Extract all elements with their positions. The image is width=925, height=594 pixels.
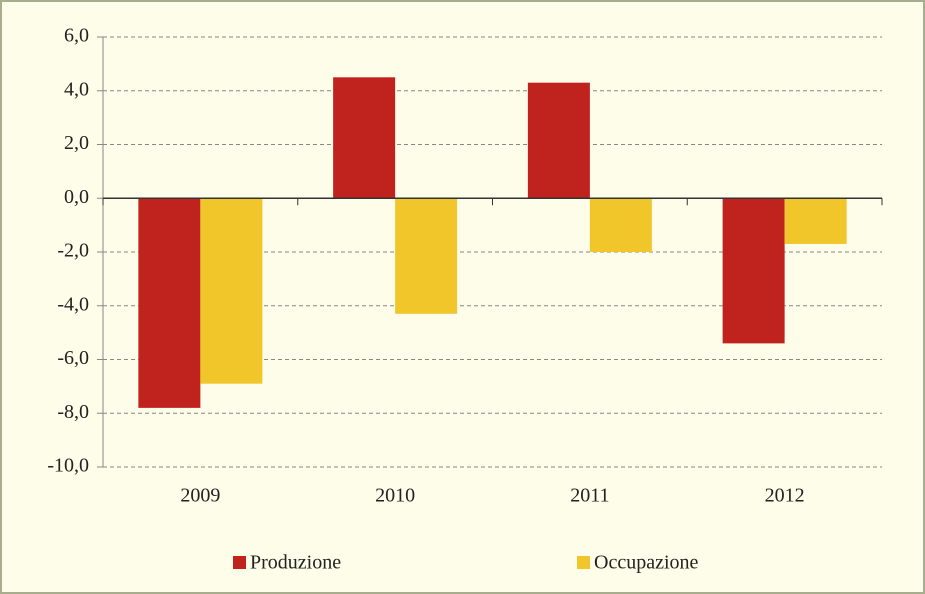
y-tick-label: -4,0	[57, 293, 89, 315]
bar	[527, 82, 590, 199]
legend-label: Occupazione	[594, 552, 699, 574]
y-tick-label: 6,0	[64, 25, 89, 47]
bar	[589, 198, 652, 252]
legend-swatch	[233, 556, 246, 569]
y-tick-label: 4,0	[64, 78, 89, 100]
y-tick-label: -6,0	[57, 347, 89, 369]
bar	[784, 198, 847, 244]
y-tick-label: -8,0	[57, 401, 89, 423]
bar	[395, 198, 458, 314]
y-tick-label: -2,0	[57, 240, 89, 262]
bar	[722, 198, 785, 344]
bar	[138, 198, 201, 408]
y-tick-label: -10,0	[47, 455, 89, 477]
y-tick-label: 0,0	[64, 186, 89, 208]
x-tick-label: 2009	[180, 485, 220, 507]
legend-label: Produzione	[250, 552, 341, 574]
x-tick-label: 2010	[375, 485, 415, 507]
y-tick-label: 2,0	[64, 132, 89, 154]
bar	[333, 77, 396, 199]
x-tick-label: 2011	[570, 485, 609, 507]
legend-swatch	[577, 556, 590, 569]
x-tick-label: 2012	[765, 485, 805, 507]
bar	[200, 198, 263, 384]
